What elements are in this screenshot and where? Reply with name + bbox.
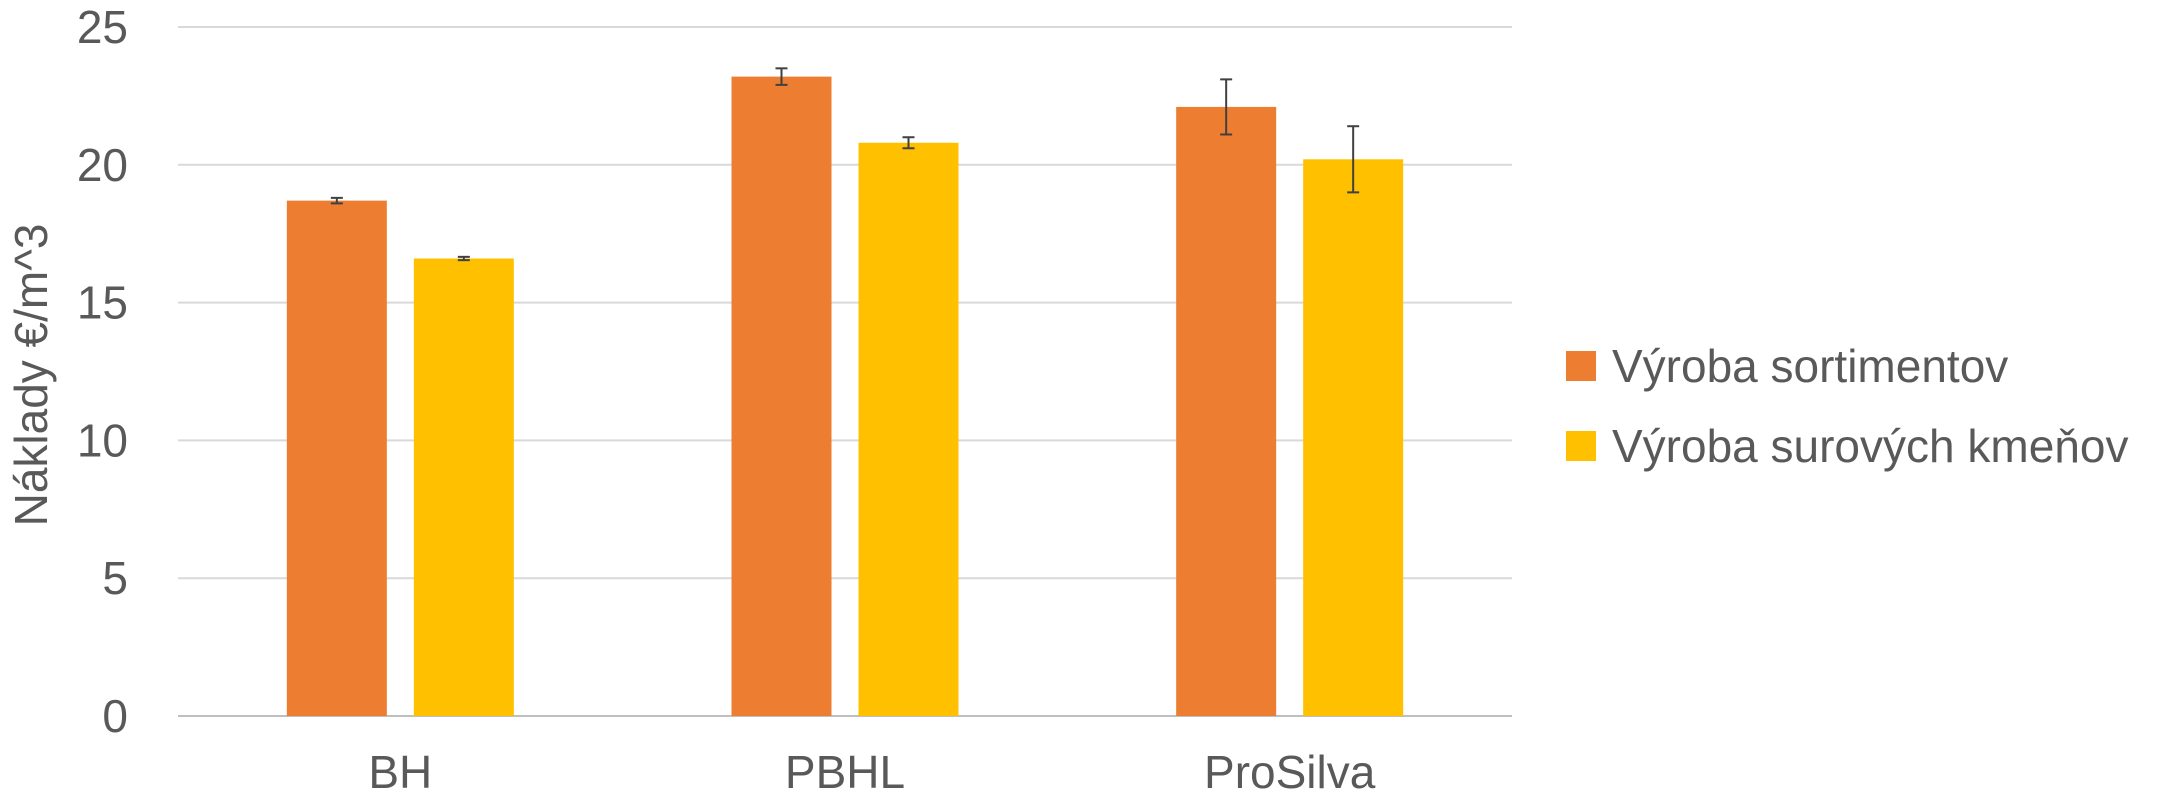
x-tick-label: ProSilva	[1204, 746, 1376, 798]
legend-swatch	[1566, 431, 1596, 461]
y-tick-label: 5	[102, 552, 128, 604]
x-tick-label: BH	[368, 746, 432, 798]
bar	[858, 142, 959, 716]
bar	[731, 76, 832, 716]
bar	[1176, 106, 1277, 716]
gridlines	[178, 26, 1512, 717]
legend: Výroba sortimentov Výroba surových kmeňov	[1566, 340, 2128, 472]
bar	[1303, 159, 1404, 717]
bar	[286, 200, 387, 717]
y-tick-label: 20	[77, 139, 128, 191]
legend-label: Výroba sortimentov	[1612, 340, 2008, 392]
error-bars	[330, 67, 1360, 262]
y-axis-title: Náklady €/m^3	[5, 224, 57, 527]
y-tick-label: 0	[102, 690, 128, 742]
bars	[286, 76, 1404, 717]
x-tick-label: PBHL	[785, 746, 905, 798]
axes: 0 5 10 15 20 25 Náklady €/m^3 BH PBHL ProSilva	[5, 1, 1376, 798]
y-tick-label: 10	[77, 414, 128, 466]
y-tick-label: 25	[77, 1, 128, 53]
legend-swatch	[1566, 351, 1596, 381]
y-tick-label: 15	[77, 277, 128, 329]
bar	[413, 258, 514, 716]
legend-label: Výroba surových kmeňov	[1612, 420, 2128, 472]
